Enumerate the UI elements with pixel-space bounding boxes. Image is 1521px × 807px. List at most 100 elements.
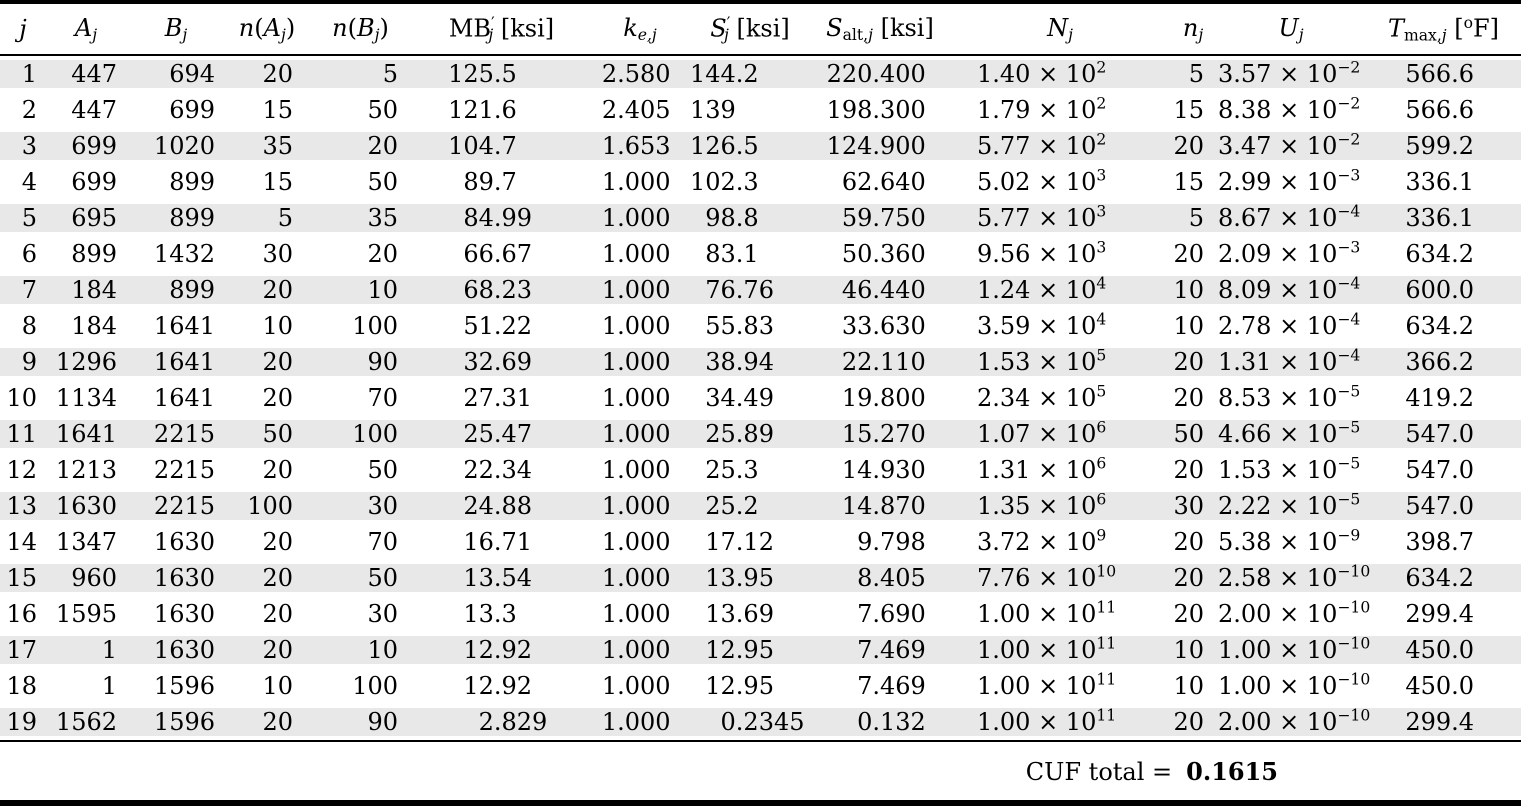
table-row: 5 695 899 5 35 84.99 1.000 98.8 59.750 5.77 × 103… xyxy=(0,200,1521,236)
integer-part: 59 xyxy=(841,204,873,232)
header-segment: j xyxy=(92,25,98,44)
header-segment: k xyxy=(623,14,638,43)
integer-part: 1 xyxy=(601,636,618,664)
cell-Saltj: 198.300 xyxy=(810,92,950,128)
cell-j: 17 xyxy=(0,632,46,668)
sci-exponent: 5 xyxy=(1096,382,1107,401)
integer-part: 398 xyxy=(1405,528,1452,556)
col-header-Aj: Aj xyxy=(46,4,126,56)
cell-Uj: 2.00 × 10−10 xyxy=(1216,704,1370,740)
header-segment: S xyxy=(710,14,727,43)
cell-kej: 1.000 xyxy=(590,488,690,524)
cell-kej: 1.000 xyxy=(590,164,690,200)
table-row: 15 960 1630 20 50 13.54 1.000 13.95 8.405 7.76 × … xyxy=(0,560,1521,596)
cell-kej: 1.000 xyxy=(590,416,690,452)
cell-Sj: 38.94 xyxy=(690,344,810,380)
cell-nAj: 20 xyxy=(226,344,308,380)
integer-part: 12 xyxy=(705,672,736,700)
cell-j: 12 xyxy=(0,452,46,488)
cell-Nj: 3.72 × 109 xyxy=(950,524,1170,560)
fraction-part: .0 xyxy=(1451,456,1475,484)
cell-nj: 20 xyxy=(1170,380,1216,416)
sci-exponent: 2 xyxy=(1096,94,1107,113)
cell-MBj: 22.34 xyxy=(413,452,590,488)
cell-nj: 5 xyxy=(1170,200,1216,236)
sci-mantissa: 2.00 × 10 xyxy=(1218,600,1338,628)
col-header-Sj: S′j [ksi] xyxy=(690,4,810,56)
integer-part: 1 xyxy=(601,384,618,412)
header-segment: ′ xyxy=(726,13,731,32)
sci-exponent: −5 xyxy=(1337,490,1361,509)
integer-part: 50 xyxy=(841,240,873,268)
fraction-part: .653 xyxy=(617,132,671,160)
cell-Nj: 1.31 × 106 xyxy=(950,452,1170,488)
fraction-part: .92 xyxy=(493,636,533,664)
cell-j: 19 xyxy=(0,704,46,740)
cell-nBj: 50 xyxy=(308,164,413,200)
integer-part: 46 xyxy=(841,276,873,304)
cell-nj: 20 xyxy=(1170,236,1216,272)
sci-mantissa: 1.40 × 10 xyxy=(977,60,1097,88)
fraction-part: .8 xyxy=(735,204,759,232)
fraction-part: .930 xyxy=(872,456,926,484)
cell-MBj: 2.829 xyxy=(413,704,590,740)
cell-Nj: 5.77 × 103 xyxy=(950,200,1170,236)
col-header-nBj: n(Bj) xyxy=(308,4,413,56)
cell-nBj: 20 xyxy=(308,128,413,164)
cell-nAj: 20 xyxy=(226,704,308,740)
header-segment: alt, xyxy=(842,25,869,44)
cell-Bj: 694 xyxy=(126,56,226,92)
cell-j: 14 xyxy=(0,524,46,560)
fraction-part: .12 xyxy=(735,528,774,556)
cell-kej: 1.000 xyxy=(590,272,690,308)
fraction-part: .469 xyxy=(872,636,926,664)
cell-nj: 10 xyxy=(1170,272,1216,308)
fraction-part: .630 xyxy=(872,312,926,340)
cell-Aj: 1595 xyxy=(46,596,126,632)
sci-mantissa: 2.34 × 10 xyxy=(977,384,1097,412)
integer-part: 299 xyxy=(1405,708,1452,736)
cell-Saltj: 46.440 xyxy=(810,272,950,308)
cell-Sj: 12.95 xyxy=(690,668,810,704)
cell-Aj: 1296 xyxy=(46,344,126,380)
cell-nAj: 100 xyxy=(226,488,308,524)
cell-Tmaxj: 566.6 xyxy=(1366,92,1521,128)
header-segment: j xyxy=(1068,25,1073,44)
cell-Uj: 2.22 × 10−5 xyxy=(1216,488,1366,524)
cell-Tmaxj: 450.0 xyxy=(1366,632,1521,668)
cell-Nj: 1.79 × 102 xyxy=(950,92,1170,128)
sci-exponent: −2 xyxy=(1337,94,1361,113)
sci-mantissa: 1.07 × 10 xyxy=(977,420,1097,448)
sci-mantissa: 2.00 × 10 xyxy=(1218,708,1338,736)
cell-Saltj: 124.900 xyxy=(810,128,950,164)
cell-Aj: 960 xyxy=(46,560,126,596)
fraction-part: .3 xyxy=(735,456,759,484)
cell-Tmaxj: 547.0 xyxy=(1366,488,1521,524)
cell-Bj: 1596 xyxy=(126,704,226,740)
cell-nBj: 30 xyxy=(308,596,413,632)
cell-MBj: 25.47 xyxy=(413,416,590,452)
cell-nAj: 50 xyxy=(226,416,308,452)
header-segment: A xyxy=(263,14,281,43)
sci-exponent: 4 xyxy=(1096,274,1107,293)
fraction-part: .798 xyxy=(872,528,926,556)
fraction-part: .000 xyxy=(617,384,671,412)
integer-part: 419 xyxy=(1405,384,1452,412)
col-header-Bj: Bj xyxy=(126,4,226,56)
cell-nAj: 5 xyxy=(226,200,308,236)
sci-exponent: −3 xyxy=(1337,166,1361,185)
header-segment: j xyxy=(1198,25,1204,44)
integer-part: 76 xyxy=(705,276,736,304)
fraction-part: .34 xyxy=(493,456,533,484)
sci-mantissa: 8.53 × 10 xyxy=(1218,384,1338,412)
fraction-part: .000 xyxy=(617,708,671,736)
cell-Nj: 1.00 × 1011 xyxy=(950,632,1170,668)
cell-Tmaxj: 634.2 xyxy=(1366,560,1521,596)
cell-j: 1 xyxy=(0,56,46,92)
cell-Uj: 2.58 × 10−10 xyxy=(1216,560,1370,596)
integer-part: 336 xyxy=(1405,168,1452,196)
integer-part: 121 xyxy=(448,96,494,124)
cell-kej: 1.000 xyxy=(590,704,690,740)
fraction-part: .000 xyxy=(617,312,671,340)
